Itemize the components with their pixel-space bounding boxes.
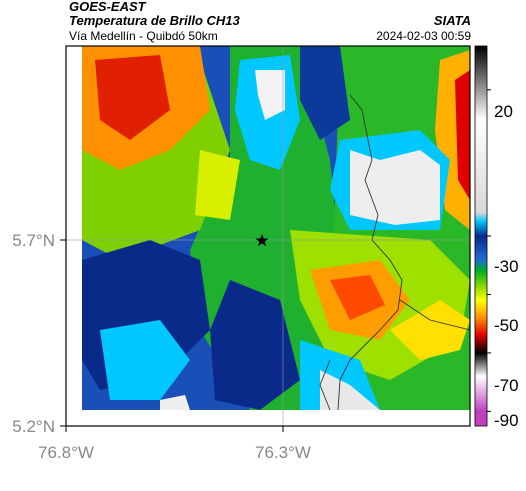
colorbar-tick-label: -70 bbox=[494, 376, 519, 395]
colorbar-tick-label: -50 bbox=[494, 316, 519, 335]
product-title: Temperatura de Brillo CH13 bbox=[69, 13, 240, 28]
colorbar-ticks bbox=[487, 89, 491, 412]
colorbar bbox=[474, 45, 488, 427]
satellite-name: GOES-EAST bbox=[69, 0, 146, 14]
lon-tick-label: 76.3°W bbox=[255, 443, 311, 462]
map-border bbox=[65, 45, 471, 427]
border-line bbox=[337, 94, 403, 410]
lat-tick-label: 5.7°N bbox=[12, 231, 55, 250]
route-subtitle: Vía Medellín - Quibdó 50km bbox=[69, 29, 218, 43]
agency-label: SIATA bbox=[433, 13, 471, 28]
lon-tick-label: 76.8°W bbox=[38, 443, 94, 462]
star-icon bbox=[255, 234, 269, 247]
colorbar-tick-label: 20 bbox=[494, 102, 513, 121]
axis-ticks bbox=[60, 239, 284, 432]
lat-tick-label: 5.2°N bbox=[12, 417, 55, 436]
timestamp: 2024-02-03 00:59 bbox=[376, 29, 471, 43]
colorbar-tick-label: -90 bbox=[494, 411, 519, 430]
road-line bbox=[319, 359, 331, 410]
colorbar-tick-label: -30 bbox=[494, 257, 519, 276]
river-line bbox=[399, 299, 470, 331]
satellite-image bbox=[82, 46, 470, 410]
